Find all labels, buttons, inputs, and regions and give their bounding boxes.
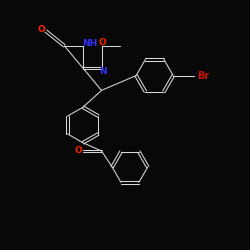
- Text: NH: NH: [82, 40, 98, 48]
- Text: O: O: [75, 146, 82, 156]
- Text: Br: Br: [197, 70, 209, 81]
- Text: O: O: [99, 38, 106, 48]
- Text: O: O: [38, 25, 45, 34]
- Text: N: N: [99, 66, 106, 76]
